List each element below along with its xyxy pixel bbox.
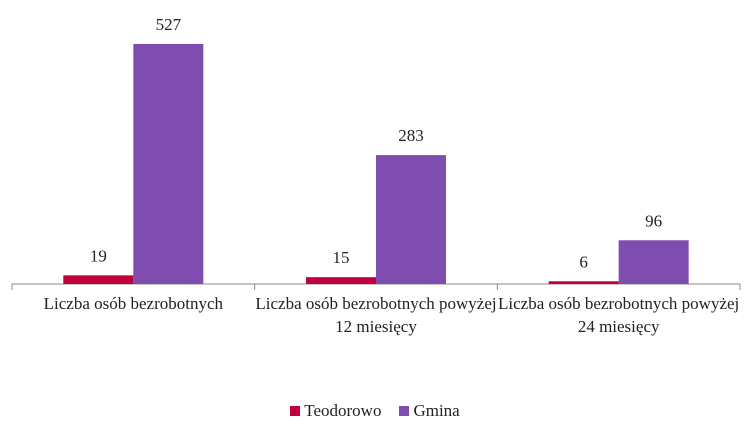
bar bbox=[63, 275, 134, 284]
bar bbox=[618, 240, 689, 284]
x-tick-label: Liczba osób bezrobotnych powyżej 12 mies… bbox=[255, 294, 497, 336]
bar bbox=[133, 44, 204, 284]
legend-label: Teodorowo bbox=[304, 401, 382, 420]
data-label: 283 bbox=[398, 126, 424, 145]
bar bbox=[548, 281, 619, 284]
data-label: 527 bbox=[156, 15, 182, 34]
legend: Teodorowo Gmina bbox=[0, 401, 750, 421]
legend-swatch bbox=[399, 406, 410, 416]
x-tick-label: Liczba osób bezrobotnych bbox=[43, 294, 224, 313]
data-label: 6 bbox=[579, 252, 588, 271]
data-label: 15 bbox=[333, 248, 350, 267]
bar bbox=[306, 277, 376, 284]
legend-swatch bbox=[290, 406, 301, 416]
legend-item: Teodorowo bbox=[290, 401, 381, 421]
legend-item: Gmina bbox=[399, 401, 460, 421]
legend-label: Gmina bbox=[413, 401, 460, 420]
x-tick-label: Liczba osób bezrobotnych powyżej 24 mies… bbox=[498, 294, 740, 336]
bar bbox=[376, 155, 446, 284]
data-label: 96 bbox=[645, 211, 662, 230]
data-label: 19 bbox=[90, 246, 107, 265]
